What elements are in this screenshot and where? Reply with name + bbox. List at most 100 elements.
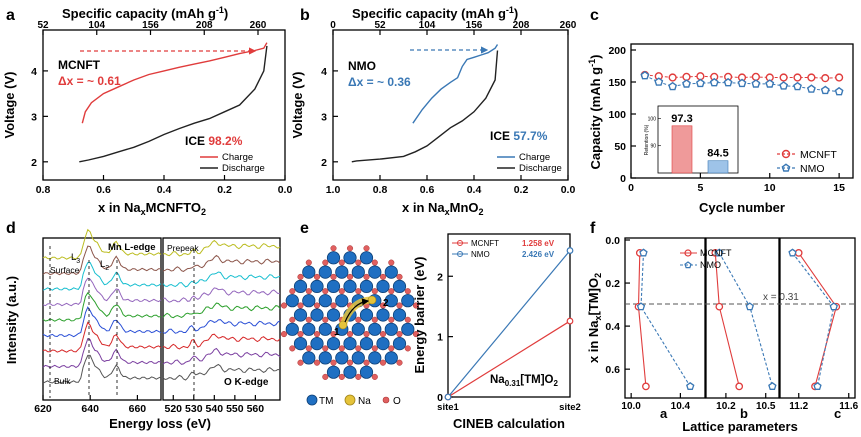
panel-f-left-tick-label: 0.4	[605, 321, 620, 333]
panel-c-xlabel: Cycle number	[699, 200, 785, 215]
panel-e-legend-o: O	[393, 396, 401, 407]
panel-d-prepeak: Prepeak	[167, 243, 199, 253]
panel-c-point-mcnft	[835, 73, 844, 82]
panel-a-left-ticks: 2 3 4	[31, 66, 48, 169]
panel-d-o-spectrum	[162, 254, 281, 272]
panel-e-bottom-tick-label: site2	[559, 402, 581, 413]
panel-e-line-nmo	[447, 250, 571, 398]
panel-c-bottom-tick-label: 10	[764, 182, 776, 194]
panel-c-inset-bar-mcnft	[671, 125, 693, 174]
panel-e-tm-atom	[384, 294, 398, 308]
panel-f-point-mcnft	[642, 382, 650, 391]
panel-f-point-nmo	[686, 381, 695, 390]
panel-d-o-spectrum	[162, 302, 281, 319]
panel-f-legend-mcnft-marker	[684, 249, 692, 257]
panel-e-tm-atom	[343, 251, 357, 265]
panel-e-o-atom	[396, 331, 403, 338]
panel-e-o-atom	[396, 359, 403, 366]
panel-b-legend-discharge: Discharge	[519, 163, 562, 174]
panel-e-o-atom	[355, 345, 362, 352]
panel-e-o-atom	[412, 302, 420, 309]
panel-f-left-tick-label: 0.6	[605, 364, 620, 376]
panel-c-point-nmo	[793, 81, 802, 91]
panel-e-tm-atom	[302, 265, 316, 279]
panel-e-tm-atom	[293, 336, 308, 351]
panel-c-bottom-tick-label: 15	[833, 182, 845, 194]
panel-f-bottom-tick-label: 10.4	[671, 401, 691, 412]
panel-f-point-mcnft	[715, 302, 724, 311]
panel-e-o-atom	[322, 288, 329, 295]
panel-e-o-atom	[412, 331, 420, 338]
panel-d-o-spectrum	[162, 347, 281, 365]
panel-f-series-line	[640, 252, 691, 387]
panel-e-bottom-tick-label: site1	[437, 402, 459, 413]
panel-e-o-atom	[313, 331, 321, 338]
panel-e-legend-tm: TM	[319, 396, 333, 407]
panel-d-o-spectrum	[162, 319, 281, 334]
panel-e-tm-atom	[318, 294, 332, 308]
panel-e-o-atom	[363, 331, 370, 338]
panel-e-site-label: 2	[383, 298, 389, 309]
panel-c-legend-mcnft: MCNFT	[800, 149, 837, 161]
panel-d-mn-spectrum	[42, 321, 162, 353]
panel-a-curves	[79, 42, 268, 163]
panel-a-delta: Δx = ~ 0.61	[58, 74, 121, 88]
panel-c-legend-nmo: NMO	[800, 163, 825, 175]
panel-a-legend-charge: Charge	[222, 152, 253, 163]
panel-d-o-spectrum	[162, 287, 281, 303]
panel-c-point-mcnft	[696, 72, 705, 81]
panel-d-bulk: Bulk	[54, 376, 71, 386]
panel-b-material: NMO	[348, 59, 376, 73]
panel-b-left-tick-label: 3	[321, 111, 327, 123]
panel-a-bottom-tick-label: 0.4	[157, 184, 172, 196]
panel-e-tm-atom	[310, 336, 324, 351]
panel-c-bottom-ticks: 0 5 10 15	[628, 173, 845, 194]
panel-e-o-atom	[313, 359, 321, 366]
panel-d-right-tick-label: 520	[164, 403, 182, 415]
panel-d-left-tick-label: 620	[34, 403, 52, 415]
panel-a-top-tick-label: 52	[37, 20, 49, 31]
panel-c-point-nmo	[765, 79, 775, 88]
panel-e-o-atom	[388, 345, 395, 352]
panel-e-o-atom	[280, 302, 288, 309]
panel-e-o-atom	[297, 359, 304, 366]
panel-b-top-axis-title: Specific capacity (mAh g-1)	[352, 5, 518, 21]
panel-d-o-edge: O K-edge	[224, 377, 269, 388]
panel-b-series-charge	[412, 44, 499, 124]
panel-c-inset-bar-nmo	[707, 160, 729, 174]
panel-e-tm-atom	[343, 365, 357, 379]
panel-e-line-mcnft	[447, 320, 571, 398]
panel-f-point-mcnft	[794, 249, 803, 257]
panel-e-o-atom	[338, 345, 345, 352]
panel-e-tm-atom	[351, 351, 365, 365]
panel-e-tm-atom	[392, 279, 407, 293]
panel-b-bottom-tick-label: 0.8	[373, 184, 388, 196]
panel-f-bottom-tick-label: 10.2	[716, 401, 736, 412]
panel-f-left-tick-label: 0.0	[605, 235, 620, 247]
panel-c-inset-ylabel: Retention (%)	[644, 124, 650, 155]
panel-f-point-nmo	[636, 302, 646, 311]
panel-b-bottom-tick-label: 0.6	[420, 184, 435, 196]
panel-e-ticks: 0 1 2 site1 site2	[437, 271, 581, 413]
panel-c-inset-bar-label: 97.3	[671, 113, 692, 125]
panel-e-formula: Na0.31[TM]O2	[490, 374, 559, 388]
panel-a-top-tick-label: 156	[142, 20, 159, 31]
panel-e-tm-atom	[326, 336, 341, 351]
panel-e-tm-atom	[335, 265, 349, 279]
panel-f-legend-nmo: NMO	[700, 260, 721, 270]
panel-d-right-tick-label: 560	[247, 403, 265, 415]
panel-e-o-atom	[330, 331, 337, 338]
panel-e-o-atom	[330, 302, 337, 309]
panel-d-mn-spectrum	[42, 291, 162, 322]
panel-b-axes	[332, 29, 569, 181]
panel-e-legend-tm-atom	[306, 394, 318, 406]
panel-e-legend-nmo: NMO	[471, 250, 490, 259]
panel-e-o-atom	[388, 288, 395, 295]
panel-c-bottom-tick-label: 5	[697, 182, 703, 194]
panel-c-point-mcnft	[793, 73, 802, 82]
panel-e-tm-atom	[384, 265, 398, 279]
panel-c-point-nmo	[806, 84, 816, 93]
panel-f-series-line	[714, 252, 740, 387]
